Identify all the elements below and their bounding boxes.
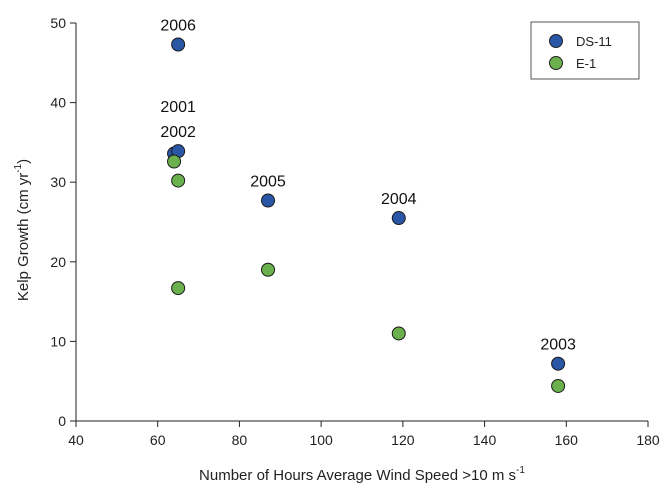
x-tick-label: 160 — [555, 432, 579, 448]
year-annotation: 2006 — [160, 17, 196, 34]
legend-label-ds11: DS-11 — [576, 34, 612, 49]
legend-marker-ds11 — [549, 34, 563, 48]
plot-axes — [75, 23, 648, 422]
y-axis-title: Kelp Growth (cm yr-1) — [13, 159, 32, 301]
x-tick-label: 60 — [150, 432, 166, 448]
data-point-e1 — [171, 281, 186, 296]
x-axis-title: Number of Hours Average Wind Speed >10 m… — [199, 465, 525, 484]
data-point-e1 — [391, 326, 406, 341]
x-axis-title-text: Number of Hours Average Wind Speed >10 m… — [199, 467, 516, 484]
data-point-ds11 — [171, 37, 186, 52]
y-tick-label: 30 — [50, 174, 66, 190]
data-point-e1 — [171, 173, 186, 188]
legend-box — [530, 21, 640, 80]
data-point-ds11 — [261, 193, 276, 208]
x-axis-title-superscript: -1 — [516, 465, 525, 476]
y-tick-label: 50 — [50, 15, 66, 31]
data-points — [167, 37, 566, 393]
x-tick-label: 120 — [391, 432, 415, 448]
data-point-e1 — [261, 262, 276, 277]
y-tick-label: 0 — [58, 413, 66, 429]
year-annotation: 2002 — [160, 124, 196, 141]
y-tick-label: 20 — [50, 254, 66, 270]
axis-ticks: 40 60 80 100 120 140 160 180 0 10 20 30 40 50 — [50, 15, 659, 448]
legend: DS-11 E-1 — [530, 21, 640, 80]
data-point-e1 — [167, 154, 182, 169]
x-tick-label: 40 — [68, 432, 84, 448]
x-tick-label: 180 — [636, 432, 660, 448]
y-axis-title-text: Kelp Growth (cm yr — [15, 173, 32, 301]
data-point-ds11 — [551, 356, 566, 371]
x-tick-label: 80 — [232, 432, 248, 448]
point-annotations: 2006 2001 2002 2005 2004 2003 — [160, 17, 576, 353]
legend-marker-e1 — [549, 56, 563, 70]
legend-label-e1: E-1 — [576, 56, 596, 71]
y-tick-label: 10 — [50, 333, 66, 349]
year-annotation: 2004 — [381, 191, 417, 208]
x-tick-label: 140 — [473, 432, 497, 448]
year-annotation: 2005 — [250, 174, 286, 191]
y-axis-title-superscript: -1 — [13, 163, 24, 172]
data-point-e1 — [551, 378, 566, 393]
year-annotation: 2003 — [540, 337, 576, 354]
y-tick-label: 40 — [50, 95, 66, 111]
data-point-ds11 — [391, 211, 406, 226]
year-annotation: 2001 — [160, 99, 196, 116]
x-tick-label: 100 — [309, 432, 333, 448]
y-axis-title-close: ) — [15, 159, 32, 164]
